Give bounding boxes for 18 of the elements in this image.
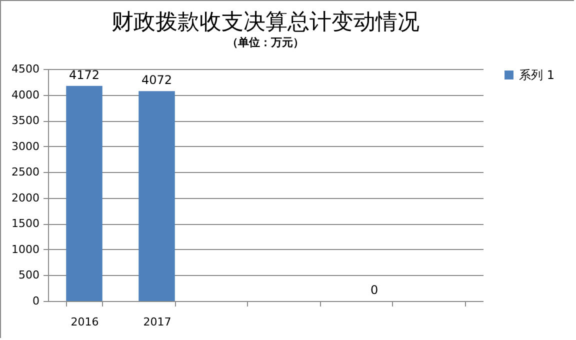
legend-label: 系列 1 <box>519 68 554 82</box>
data-label: 0 <box>370 283 378 297</box>
y-tick-label: 4000 <box>12 88 40 102</box>
data-label: 4172 <box>68 68 100 82</box>
y-tick-label: 3000 <box>12 140 40 153</box>
x-tick-label: 2016 <box>70 316 99 328</box>
data-label: 4072 <box>141 73 172 88</box>
chart-title: 财政拨款收支决算总计变动情况 <box>112 10 420 35</box>
y-tick-label: 3500 <box>12 114 40 128</box>
y-tick-label: 2000 <box>12 191 40 204</box>
chart-subtitle: （单位：万元） <box>227 36 304 49</box>
y-tick-label: 1500 <box>12 217 40 230</box>
y-tick-label: 4500 <box>12 62 40 76</box>
y-tick-label: 1000 <box>12 242 40 256</box>
y-tick-label: 500 <box>18 268 40 282</box>
x-tick-label: 2017 <box>143 316 172 328</box>
y-tick-label: 0 <box>32 294 40 308</box>
y-tick-label: 2500 <box>12 166 40 179</box>
